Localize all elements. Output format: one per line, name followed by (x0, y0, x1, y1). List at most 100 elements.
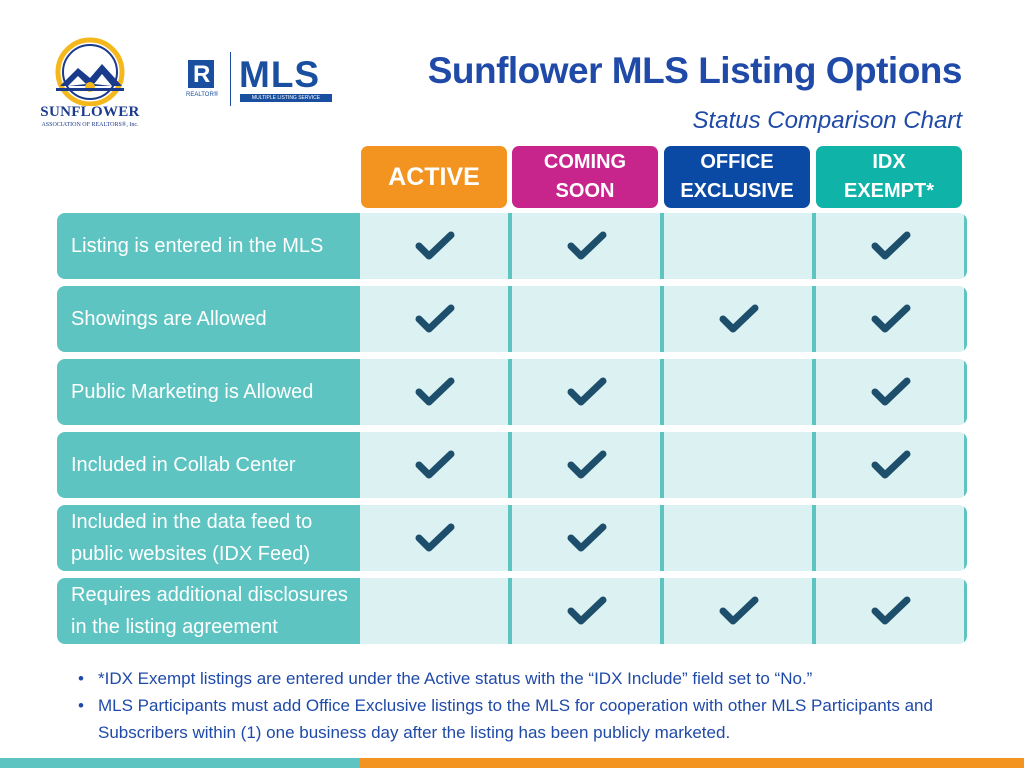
column-header-line1: OFFICE (700, 151, 774, 173)
table-cell (512, 505, 662, 571)
realtor-r-icon (188, 60, 214, 89)
table-cell (360, 432, 510, 498)
check-icon (415, 523, 455, 552)
column-header-line2: SOON (555, 180, 615, 202)
association-subtitle: ASSOCIATION OF REALTORS®, Inc. (41, 122, 139, 128)
table-cell (512, 359, 662, 425)
column-header-line1: COMING (543, 151, 627, 173)
footnote-item: MLS Participants must add Office Exclusi… (78, 693, 958, 746)
table-cell (664, 432, 814, 498)
column-header-coming-soon: COMING SOON (512, 146, 658, 208)
check-icon (871, 596, 911, 625)
mls-wordmark: MLS (239, 54, 321, 95)
column-separator (508, 578, 512, 644)
column-separator (508, 432, 512, 498)
table-cell (664, 213, 814, 279)
column-separator (812, 359, 816, 425)
table-row: Included in the data feed to public websi… (57, 505, 967, 571)
mls-logo: REALTOR® MLS MULTIPLE LISTING SERVICE (186, 52, 336, 108)
table-cell (360, 286, 510, 352)
check-icon (719, 596, 759, 625)
row-label: Showings are Allowed (57, 286, 360, 352)
table-cell (816, 505, 966, 571)
table-cell (512, 578, 662, 644)
check-icon (567, 377, 607, 406)
realtor-mark: REALTOR® (186, 92, 219, 98)
row-label-line1: Requires additional disclosures (71, 584, 348, 606)
check-icon (415, 304, 455, 333)
column-header-line1: IDX (872, 151, 906, 173)
column-header-line2: EXEMPT* (843, 180, 935, 202)
row-label-line2: in the listing agreement (71, 616, 278, 638)
column-separator (964, 578, 967, 644)
column-separator (812, 578, 816, 644)
row-label-line1: Showings are Allowed (71, 308, 267, 330)
table-row: Public Marketing is Allowed (57, 359, 967, 425)
table-cell (816, 213, 966, 279)
row-label-line1: Listing is entered in the MLS (71, 235, 324, 257)
table-cell (816, 359, 966, 425)
check-icon (567, 523, 607, 552)
column-separator (964, 359, 967, 425)
row-label: Listing is entered in the MLS (57, 213, 360, 279)
check-icon (871, 450, 911, 479)
page-subtitle: Status Comparison Chart (692, 107, 962, 134)
column-header-active: ACTIVE (361, 146, 507, 208)
check-icon (871, 377, 911, 406)
row-label: Included in Collab Center (57, 432, 360, 498)
column-separator (660, 578, 664, 644)
column-separator (508, 505, 512, 571)
sunflower-house-icon (55, 37, 125, 107)
check-icon (871, 231, 911, 260)
table-cell (664, 359, 814, 425)
column-separator (508, 213, 512, 279)
column-separator (508, 359, 512, 425)
column-separator (660, 286, 664, 352)
column-separator (964, 213, 967, 279)
table-cell (664, 578, 814, 644)
column-separator (964, 432, 967, 498)
column-separator (812, 213, 816, 279)
column-separator (508, 286, 512, 352)
logo-divider (230, 52, 231, 106)
row-label-line1: Public Marketing is Allowed (71, 381, 314, 403)
table-cell (816, 432, 966, 498)
table-cell (664, 505, 814, 571)
association-name: SUNFLOWER (40, 104, 140, 120)
row-label-line1: Included in Collab Center (71, 454, 296, 476)
column-header-line1: ACTIVE (388, 162, 480, 191)
column-separator (660, 505, 664, 571)
row-label: Public Marketing is Allowed (57, 359, 360, 425)
row-label: Included in the data feed to public websi… (57, 505, 360, 571)
footnotes: *IDX Exempt listings are entered under t… (78, 666, 958, 747)
table-row: Requires additional disclosures in the li… (57, 578, 967, 644)
table-cell (512, 213, 662, 279)
table-row: Listing is entered in the MLS (57, 213, 967, 279)
footnote-item: *IDX Exempt listings are entered under t… (78, 666, 958, 693)
table-row: Showings are Allowed (57, 286, 967, 352)
page-title: Sunflower MLS Listing Options (427, 50, 963, 91)
table-cell (360, 359, 510, 425)
column-separator (660, 359, 664, 425)
column-separator (812, 505, 816, 571)
footer-bar-teal (0, 758, 360, 768)
footer-bar-orange (360, 758, 1024, 768)
mls-subtitle: MULTIPLE LISTING SERVICE (240, 94, 332, 102)
check-icon (871, 304, 911, 333)
sunflower-association-logo: SUNFLOWER ASSOCIATION OF REALTORS®, Inc. (38, 34, 142, 134)
row-label-line1: Included in the data feed to (71, 511, 313, 533)
column-separator (660, 432, 664, 498)
check-icon (719, 304, 759, 333)
check-icon (415, 231, 455, 260)
check-icon (567, 231, 607, 260)
table-cell (360, 213, 510, 279)
check-icon (415, 377, 455, 406)
column-separator (964, 286, 967, 352)
check-icon (567, 450, 607, 479)
table-cell (816, 578, 966, 644)
table-cell (512, 432, 662, 498)
column-separator (812, 432, 816, 498)
table-cell (512, 286, 662, 352)
row-label: Requires additional disclosures in the li… (57, 578, 360, 644)
check-icon (567, 596, 607, 625)
